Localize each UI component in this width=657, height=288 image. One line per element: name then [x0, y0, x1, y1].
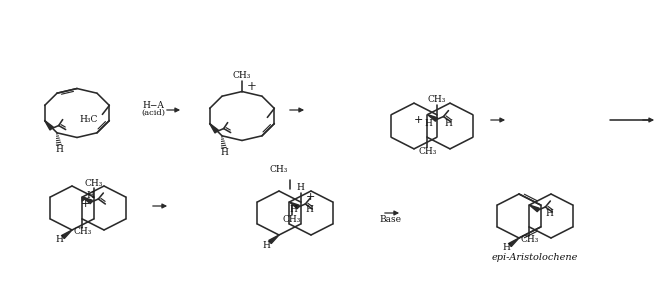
Text: H: H: [444, 120, 452, 128]
Polygon shape: [530, 205, 539, 212]
Polygon shape: [82, 197, 93, 204]
Polygon shape: [269, 235, 279, 244]
Polygon shape: [45, 121, 53, 130]
Text: CH₃: CH₃: [73, 228, 91, 236]
Text: H: H: [545, 209, 553, 217]
Text: Base: Base: [379, 215, 401, 225]
Text: CH₃: CH₃: [419, 147, 437, 156]
Text: H: H: [55, 145, 63, 154]
Polygon shape: [62, 230, 72, 238]
Text: +: +: [306, 192, 315, 202]
Text: H: H: [424, 120, 432, 128]
Text: H: H: [305, 206, 313, 215]
Text: CH₃: CH₃: [85, 179, 103, 187]
Text: +: +: [247, 80, 257, 93]
Text: (acid): (acid): [141, 109, 165, 117]
Text: H: H: [55, 236, 63, 245]
Text: H: H: [262, 240, 270, 249]
Text: CH₃: CH₃: [233, 71, 251, 80]
Text: +: +: [80, 199, 90, 209]
Text: H−A: H−A: [142, 101, 164, 111]
Text: CH₃: CH₃: [270, 164, 288, 173]
Text: H: H: [502, 243, 510, 253]
Polygon shape: [289, 202, 300, 209]
Text: CH₃: CH₃: [427, 95, 445, 104]
Text: H: H: [87, 190, 95, 200]
Text: H: H: [220, 148, 228, 157]
Text: epi-Aristolochene: epi-Aristolochene: [492, 253, 578, 262]
Text: CH₃: CH₃: [283, 215, 301, 225]
Text: H₃C: H₃C: [79, 115, 97, 124]
Text: CH₃: CH₃: [520, 236, 539, 245]
Text: +: +: [413, 115, 422, 125]
Polygon shape: [210, 124, 218, 133]
Polygon shape: [509, 238, 519, 247]
Text: H: H: [297, 183, 305, 192]
Text: H: H: [289, 204, 297, 213]
Polygon shape: [428, 115, 438, 121]
